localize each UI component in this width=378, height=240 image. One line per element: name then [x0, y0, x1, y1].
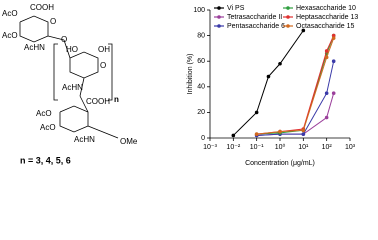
data-point [324, 55, 329, 60]
bond [63, 39, 71, 59]
ring [59, 105, 89, 133]
bracket [108, 43, 113, 101]
legend-marker [217, 6, 221, 10]
legend-label: Tetrasaccharide II [227, 14, 282, 21]
series-line [256, 37, 335, 135]
x-tick-label: 10¹ [298, 144, 309, 151]
atom-label: O [61, 35, 67, 44]
structure: AcO COOH AcO AcHN O O HO OH O AcHN n COO… [2, 3, 138, 165]
data-point [331, 59, 336, 63]
data-point [266, 74, 271, 79]
atom-label: AcO [2, 31, 18, 40]
x-tick-label: 10² [322, 144, 333, 151]
data-point [254, 110, 259, 115]
bond [79, 95, 89, 113]
caption: n = 3, 4, 5, 6 [20, 155, 71, 165]
atom-label: HO [66, 45, 78, 54]
y-tick-label: 100 [193, 7, 205, 14]
data-point [278, 61, 282, 66]
data-point [254, 132, 259, 136]
x-tick-label: 10⁻¹ [250, 144, 264, 151]
x-axis-label: Concentration (μg/mL) [245, 160, 315, 167]
atom-label: O [50, 17, 56, 26]
legend-label: Heptasaccharide 13 [296, 14, 358, 21]
data-point [331, 91, 336, 95]
legend-marker [217, 15, 221, 19]
chart: Inhibition (%) Concentration (μg/mL) 0 20… [187, 5, 359, 167]
legend-label: Octasaccharide 15 [296, 23, 354, 30]
y-axis-label: Inhibition (%) [187, 54, 194, 95]
series-line [256, 35, 335, 135]
y-tick-label: 80 [197, 32, 205, 39]
x-tick-label: 10³ [345, 144, 356, 151]
legend-label: Vi PS [227, 5, 245, 12]
data-point [324, 91, 329, 95]
data-point [301, 28, 306, 33]
y-tick-label: 0 [201, 135, 205, 142]
series-line [256, 93, 335, 136]
series-line [232, 30, 304, 136]
atom-label: AcO [2, 9, 18, 18]
legend-marker [286, 6, 290, 10]
atom-label: OMe [120, 137, 138, 146]
ring [19, 15, 49, 43]
y-tick-label: 40 [197, 84, 205, 91]
atom-label: COOH [30, 3, 54, 12]
atom-label: AcHN [74, 135, 95, 144]
atom-label: AcO [36, 109, 52, 118]
data-point [231, 133, 236, 138]
figure: AcO COOH AcO AcHN O O HO OH O AcHN n COO… [2, 3, 359, 167]
bond [47, 35, 65, 41]
data-point [301, 132, 306, 136]
atom-label: AcHN [24, 43, 45, 52]
x-tick-label: 10⁰ [275, 143, 286, 151]
atom-label: AcHN [62, 83, 83, 92]
ring [69, 51, 99, 79]
atom-label: O [100, 61, 106, 70]
atom-label: OH [98, 45, 110, 54]
y-tick-label: 60 [197, 58, 205, 65]
repeat-label: n [114, 95, 119, 104]
legend-marker [217, 24, 221, 28]
x-tick-label: 10⁻² [226, 144, 240, 151]
data-point [331, 36, 336, 40]
data-point [324, 49, 329, 53]
data-point [278, 129, 282, 134]
legend-label: Pentasaccharide 6 [227, 23, 285, 30]
data-point [301, 128, 306, 133]
legend-marker [286, 24, 290, 28]
atom-label: COOH [86, 97, 110, 106]
legend-label: Hexasaccharide 10 [296, 5, 356, 12]
y-tick-label: 20 [197, 109, 205, 116]
legend-marker [286, 15, 290, 19]
data-point [324, 115, 329, 120]
data-point [331, 33, 336, 38]
bond [79, 77, 85, 97]
atom-label: AcO [40, 123, 56, 132]
x-tick-label: 10⁻³ [203, 144, 217, 151]
bracket [53, 43, 58, 101]
bond [87, 125, 119, 139]
series-line [256, 35, 335, 135]
